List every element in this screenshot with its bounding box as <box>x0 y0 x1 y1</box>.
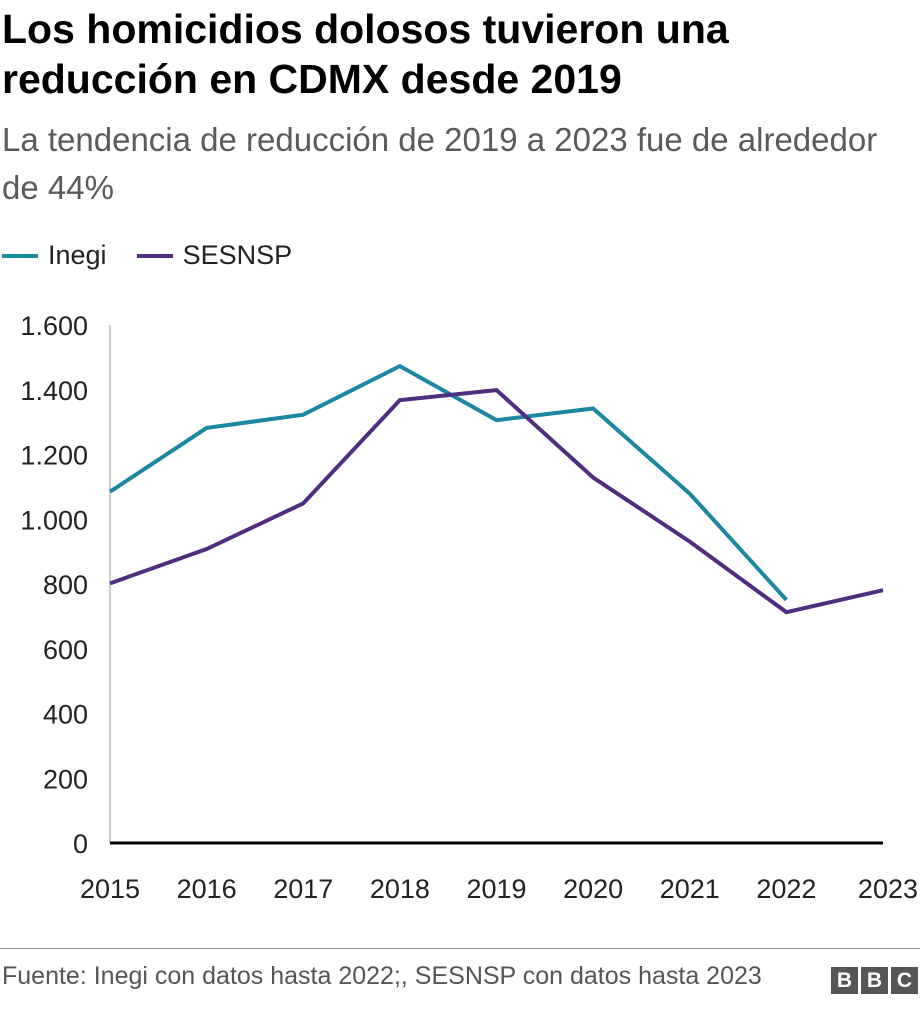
footer-divider <box>0 948 920 949</box>
source-note: Fuente: Inegi con datos hasta 2022;, SES… <box>2 962 762 990</box>
legend-label-inegi: Inegi <box>48 240 107 270</box>
x-tick-label: 2020 <box>563 874 623 904</box>
y-tick-label: 800 <box>43 570 88 600</box>
legend-item-sesnsp: SESNSP <box>136 240 293 271</box>
bbc-logo: B B C <box>831 967 918 994</box>
y-tick-label: 1.600 <box>20 311 88 341</box>
legend-swatch-sesnsp <box>136 253 173 258</box>
x-tick-label: 2021 <box>660 874 720 904</box>
x-tick-label: 2022 <box>756 874 816 904</box>
x-tick-label: 2019 <box>466 874 526 904</box>
line-chart: 0 200 400 600 800 1.000 1.200 1.400 1.600 2015 201… <box>20 311 918 904</box>
y-tick-label: 200 <box>43 764 88 794</box>
x-tick-label: 2023 <box>858 874 918 904</box>
x-tick-label: 2017 <box>273 874 333 904</box>
x-tick-label: 2018 <box>370 874 430 904</box>
series-line-inegi <box>108 363 788 602</box>
y-tick-label: 400 <box>43 700 88 730</box>
chart-title: Los homicidios dolosos tuvieron una redu… <box>2 6 729 102</box>
y-tick-label: 1.000 <box>20 505 88 535</box>
y-tick-label: 600 <box>43 635 88 665</box>
x-tick-label: 2016 <box>177 874 237 904</box>
y-tick-label: 1.400 <box>20 376 88 406</box>
bbc-logo-letter: B <box>831 967 858 994</box>
legend-item-inegi: Inegi <box>2 240 107 271</box>
y-tick-label: 0 <box>73 829 88 859</box>
legend-swatch-inegi <box>2 253 38 258</box>
chart-subtitle: La tendencia de reducción de 2019 a 2023… <box>2 121 878 206</box>
bbc-logo-letter: C <box>891 967 918 994</box>
bbc-logo-letter: B <box>861 967 888 994</box>
x-tick-label: 2015 <box>80 874 140 904</box>
y-tick-label: 1.200 <box>20 441 88 471</box>
legend-label-sesnsp: SESNSP <box>182 240 293 270</box>
legend: Inegi SESNSP <box>2 240 292 271</box>
series-line-sesnsp <box>109 387 884 615</box>
